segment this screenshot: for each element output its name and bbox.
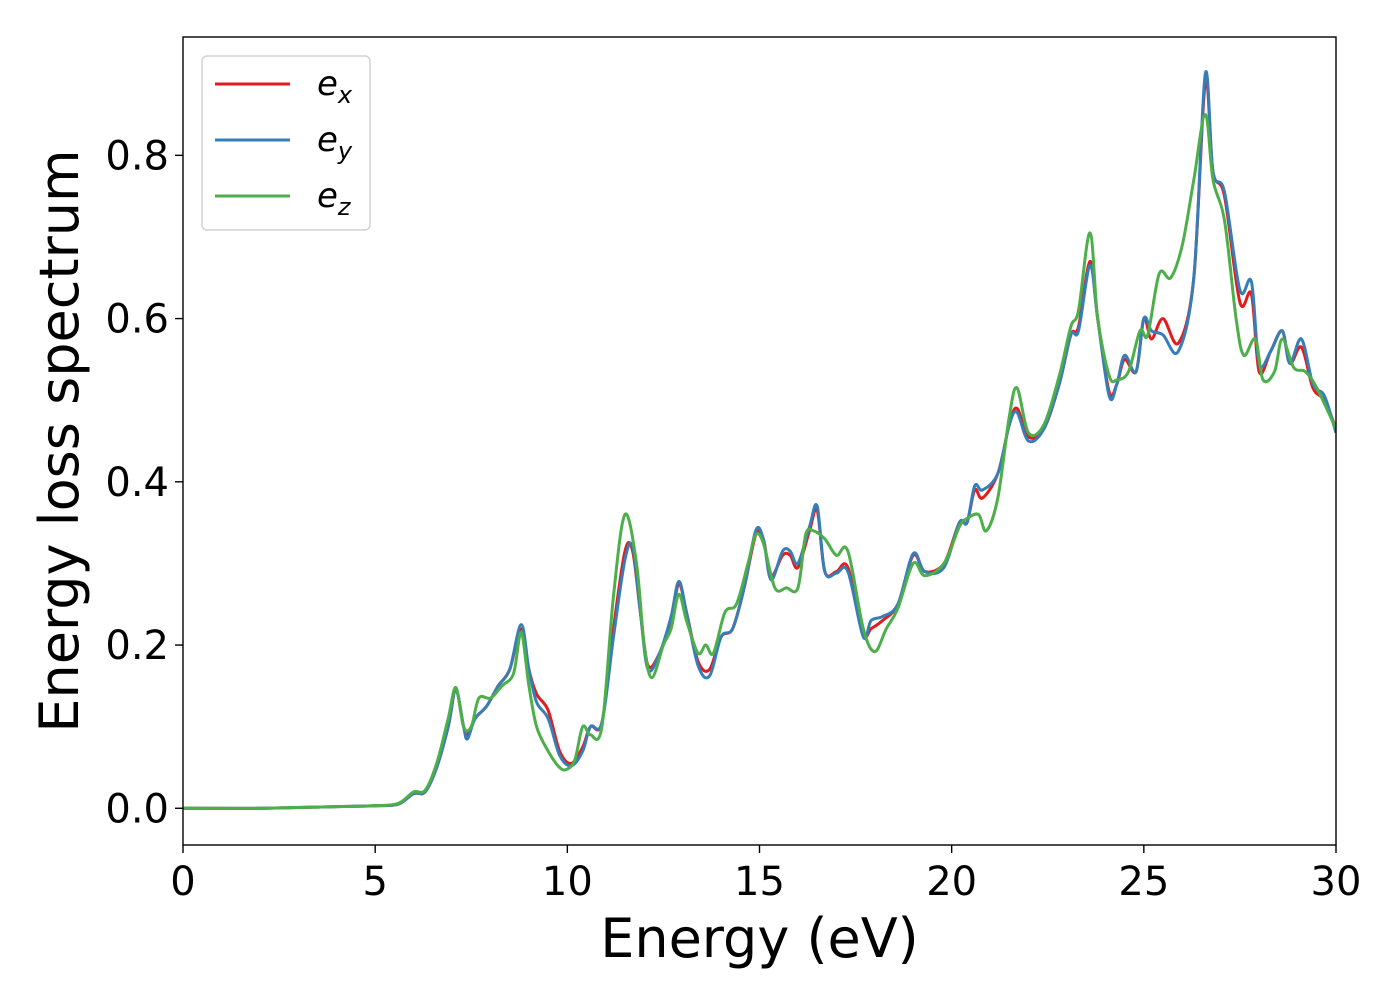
- y-axis-label: Energy loss spectrum: [28, 149, 91, 732]
- y-tick-label: 0.6: [105, 297, 169, 343]
- x-tick-label: 20: [926, 859, 977, 905]
- x-tick-label: 25: [1118, 859, 1169, 905]
- x-tick-label: 10: [542, 859, 593, 905]
- x-tick-label: 15: [734, 859, 785, 905]
- series-layer: [183, 70, 1336, 810]
- x-tick-label: 5: [362, 859, 387, 905]
- x-tick-label: 0: [170, 859, 195, 905]
- x-axis-ticks: 0 5 10 15 20 25 30: [170, 845, 1361, 905]
- series-line-z: [183, 113, 1336, 810]
- y-axis-ticks: 0.0 0.2 0.4 0.6 0.8: [105, 133, 183, 832]
- x-axis-label: Energy (eV): [600, 907, 919, 970]
- legend-label-y: ey: [317, 120, 353, 165]
- legend-label-z: ez: [317, 176, 352, 221]
- x-tick-label: 30: [1311, 859, 1362, 905]
- series-line-y: [183, 70, 1336, 810]
- legend-label-x: ex: [317, 64, 353, 109]
- legend-box: [201, 55, 371, 231]
- legend: ex ey ez: [201, 55, 371, 231]
- y-tick-label: 0.0: [105, 786, 169, 832]
- y-tick-label: 0.4: [105, 460, 169, 506]
- y-tick-label: 0.2: [105, 623, 169, 669]
- y-tick-label: 0.8: [105, 133, 169, 179]
